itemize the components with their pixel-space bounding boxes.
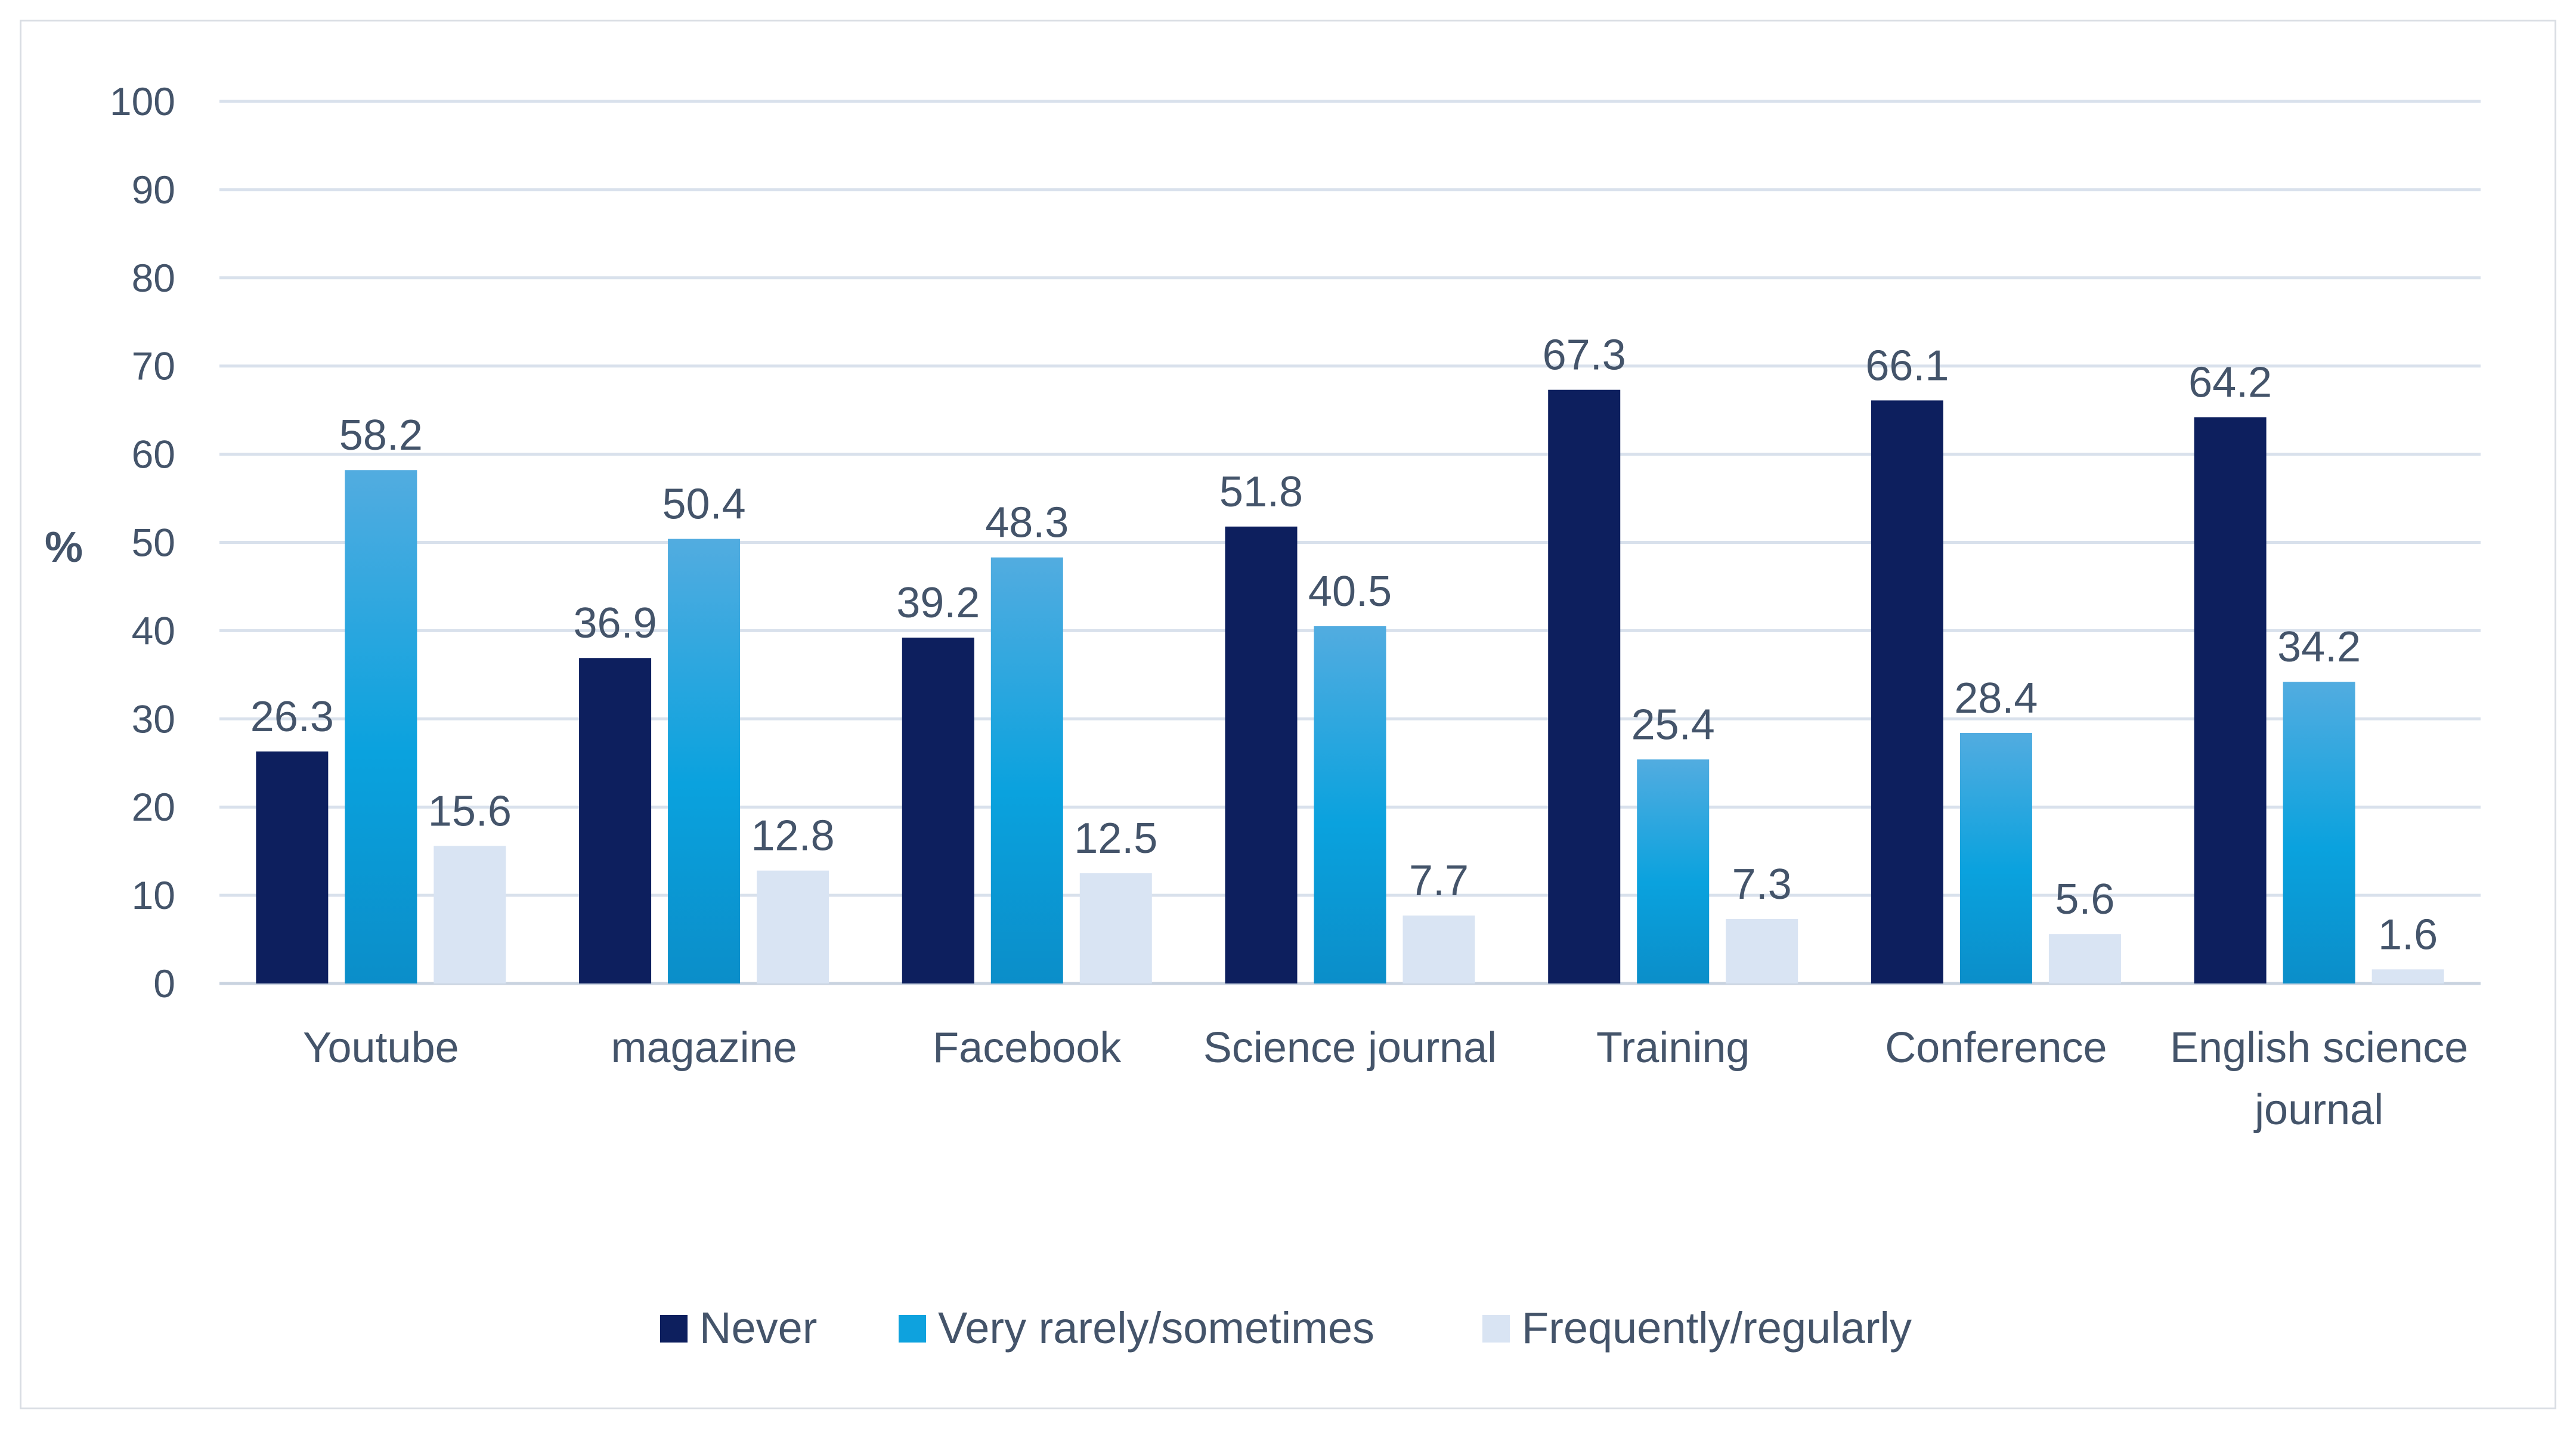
y-axis-ticks: 0 10 20 30 40 50 60 70 80 90 100	[110, 79, 175, 1006]
category-label: Facebook	[933, 1024, 1122, 1072]
category-label: journal	[2253, 1086, 2383, 1134]
bar-very-rarely-sometimes-2	[990, 557, 1063, 983]
bar-never-0	[256, 751, 329, 983]
data-label: 1.6	[2378, 911, 2438, 958]
bar-very-rarely-sometimes-6	[2283, 682, 2355, 983]
bar-frequently-regularly-6	[2371, 969, 2444, 983]
category-label: magazine	[611, 1024, 797, 1072]
legend-swatch	[1482, 1315, 1510, 1343]
bar-frequently-regularly-0	[434, 846, 506, 983]
bar-frequently-regularly-5	[2048, 934, 2121, 983]
legend-label: Very rarely/sometimes	[938, 1303, 1374, 1353]
data-label: 12.8	[751, 812, 835, 860]
y-axis-title: %	[45, 524, 83, 571]
data-label: 7.3	[1732, 861, 1792, 908]
bar-never-3	[1225, 526, 1298, 983]
y-tick-label: 30	[132, 697, 175, 741]
bar-frequently-regularly-2	[1079, 873, 1152, 983]
data-label: 40.5	[1308, 568, 1392, 615]
category-label: Conference	[1885, 1024, 2107, 1072]
legend: Never Very rarely/sometimes Frequently/reg…	[660, 1303, 1912, 1353]
legend-swatch	[660, 1315, 688, 1343]
data-label: 15.6	[428, 787, 512, 835]
data-label: 67.3	[1543, 332, 1626, 379]
data-label: 5.6	[2055, 876, 2114, 923]
data-label: 25.4	[1631, 701, 1715, 748]
bar-never-5	[1871, 400, 1943, 983]
data-label: 26.3	[250, 693, 334, 741]
bar-very-rarely-sometimes-0	[345, 470, 417, 983]
data-label: 51.8	[1219, 468, 1303, 516]
y-tick-label: 100	[110, 79, 175, 123]
bar-never-1	[579, 658, 652, 983]
bar-frequently-regularly-4	[1726, 919, 1798, 983]
data-label: 7.7	[1409, 857, 1469, 905]
y-tick-label: 60	[132, 432, 175, 477]
bar-never-4	[1548, 389, 1621, 983]
y-tick-label: 80	[132, 256, 175, 300]
bar-very-rarely-sometimes-3	[1314, 626, 1386, 983]
bar-never-2	[902, 638, 974, 983]
bar-very-rarely-sometimes-1	[668, 539, 741, 983]
data-label: 58.2	[339, 412, 423, 459]
category-label: Science journal	[1203, 1024, 1497, 1072]
y-tick-label: 50	[132, 521, 175, 565]
y-tick-label: 10	[132, 873, 175, 917]
y-tick-label: 70	[132, 344, 175, 388]
legend-swatch	[899, 1315, 926, 1343]
data-label: 34.2	[2277, 623, 2361, 671]
category-labels: Youtube magazine Facebook Science journal Tr…	[303, 1024, 2468, 1134]
data-labels: 26.3 36.9 39.2 51.8 67.3 66.1 64.2 58.2 50.4 48.3…	[250, 332, 2438, 959]
category-label: English science	[2170, 1024, 2468, 1072]
bar-very-rarely-sometimes-5	[1959, 732, 2032, 983]
category-label: Training	[1596, 1024, 1750, 1072]
legend-label: Frequently/regularly	[1522, 1303, 1912, 1353]
y-tick-label: 20	[132, 785, 175, 829]
data-label: 48.3	[985, 499, 1069, 547]
y-tick-label: 90	[132, 168, 175, 212]
legend-label: Never	[699, 1303, 817, 1353]
data-label: 50.4	[662, 481, 746, 528]
data-label: 66.1	[1865, 342, 1949, 389]
category-label: Youtube	[303, 1024, 459, 1072]
data-label: 12.5	[1074, 815, 1157, 862]
data-label: 28.4	[1954, 675, 2038, 722]
bar-frequently-regularly-1	[757, 870, 829, 983]
bar-frequently-regularly-3	[1402, 915, 1475, 983]
data-label: 39.2	[896, 579, 980, 627]
bars	[256, 389, 2444, 983]
y-tick-label: 0	[153, 961, 175, 1006]
bar-very-rarely-sometimes-4	[1637, 759, 1710, 983]
bar-never-6	[2194, 417, 2267, 983]
data-label: 64.2	[2188, 358, 2272, 406]
data-label: 36.9	[574, 599, 657, 647]
y-tick-label: 40	[132, 608, 175, 652]
